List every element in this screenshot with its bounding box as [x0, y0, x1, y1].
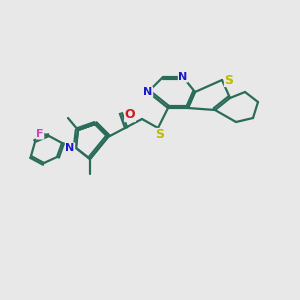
Text: N: N	[178, 72, 188, 82]
Text: S: S	[155, 128, 164, 142]
Text: O: O	[125, 109, 135, 122]
Text: F: F	[36, 129, 44, 139]
Text: S: S	[224, 74, 233, 86]
Text: N: N	[65, 143, 75, 153]
Text: N: N	[143, 87, 153, 97]
